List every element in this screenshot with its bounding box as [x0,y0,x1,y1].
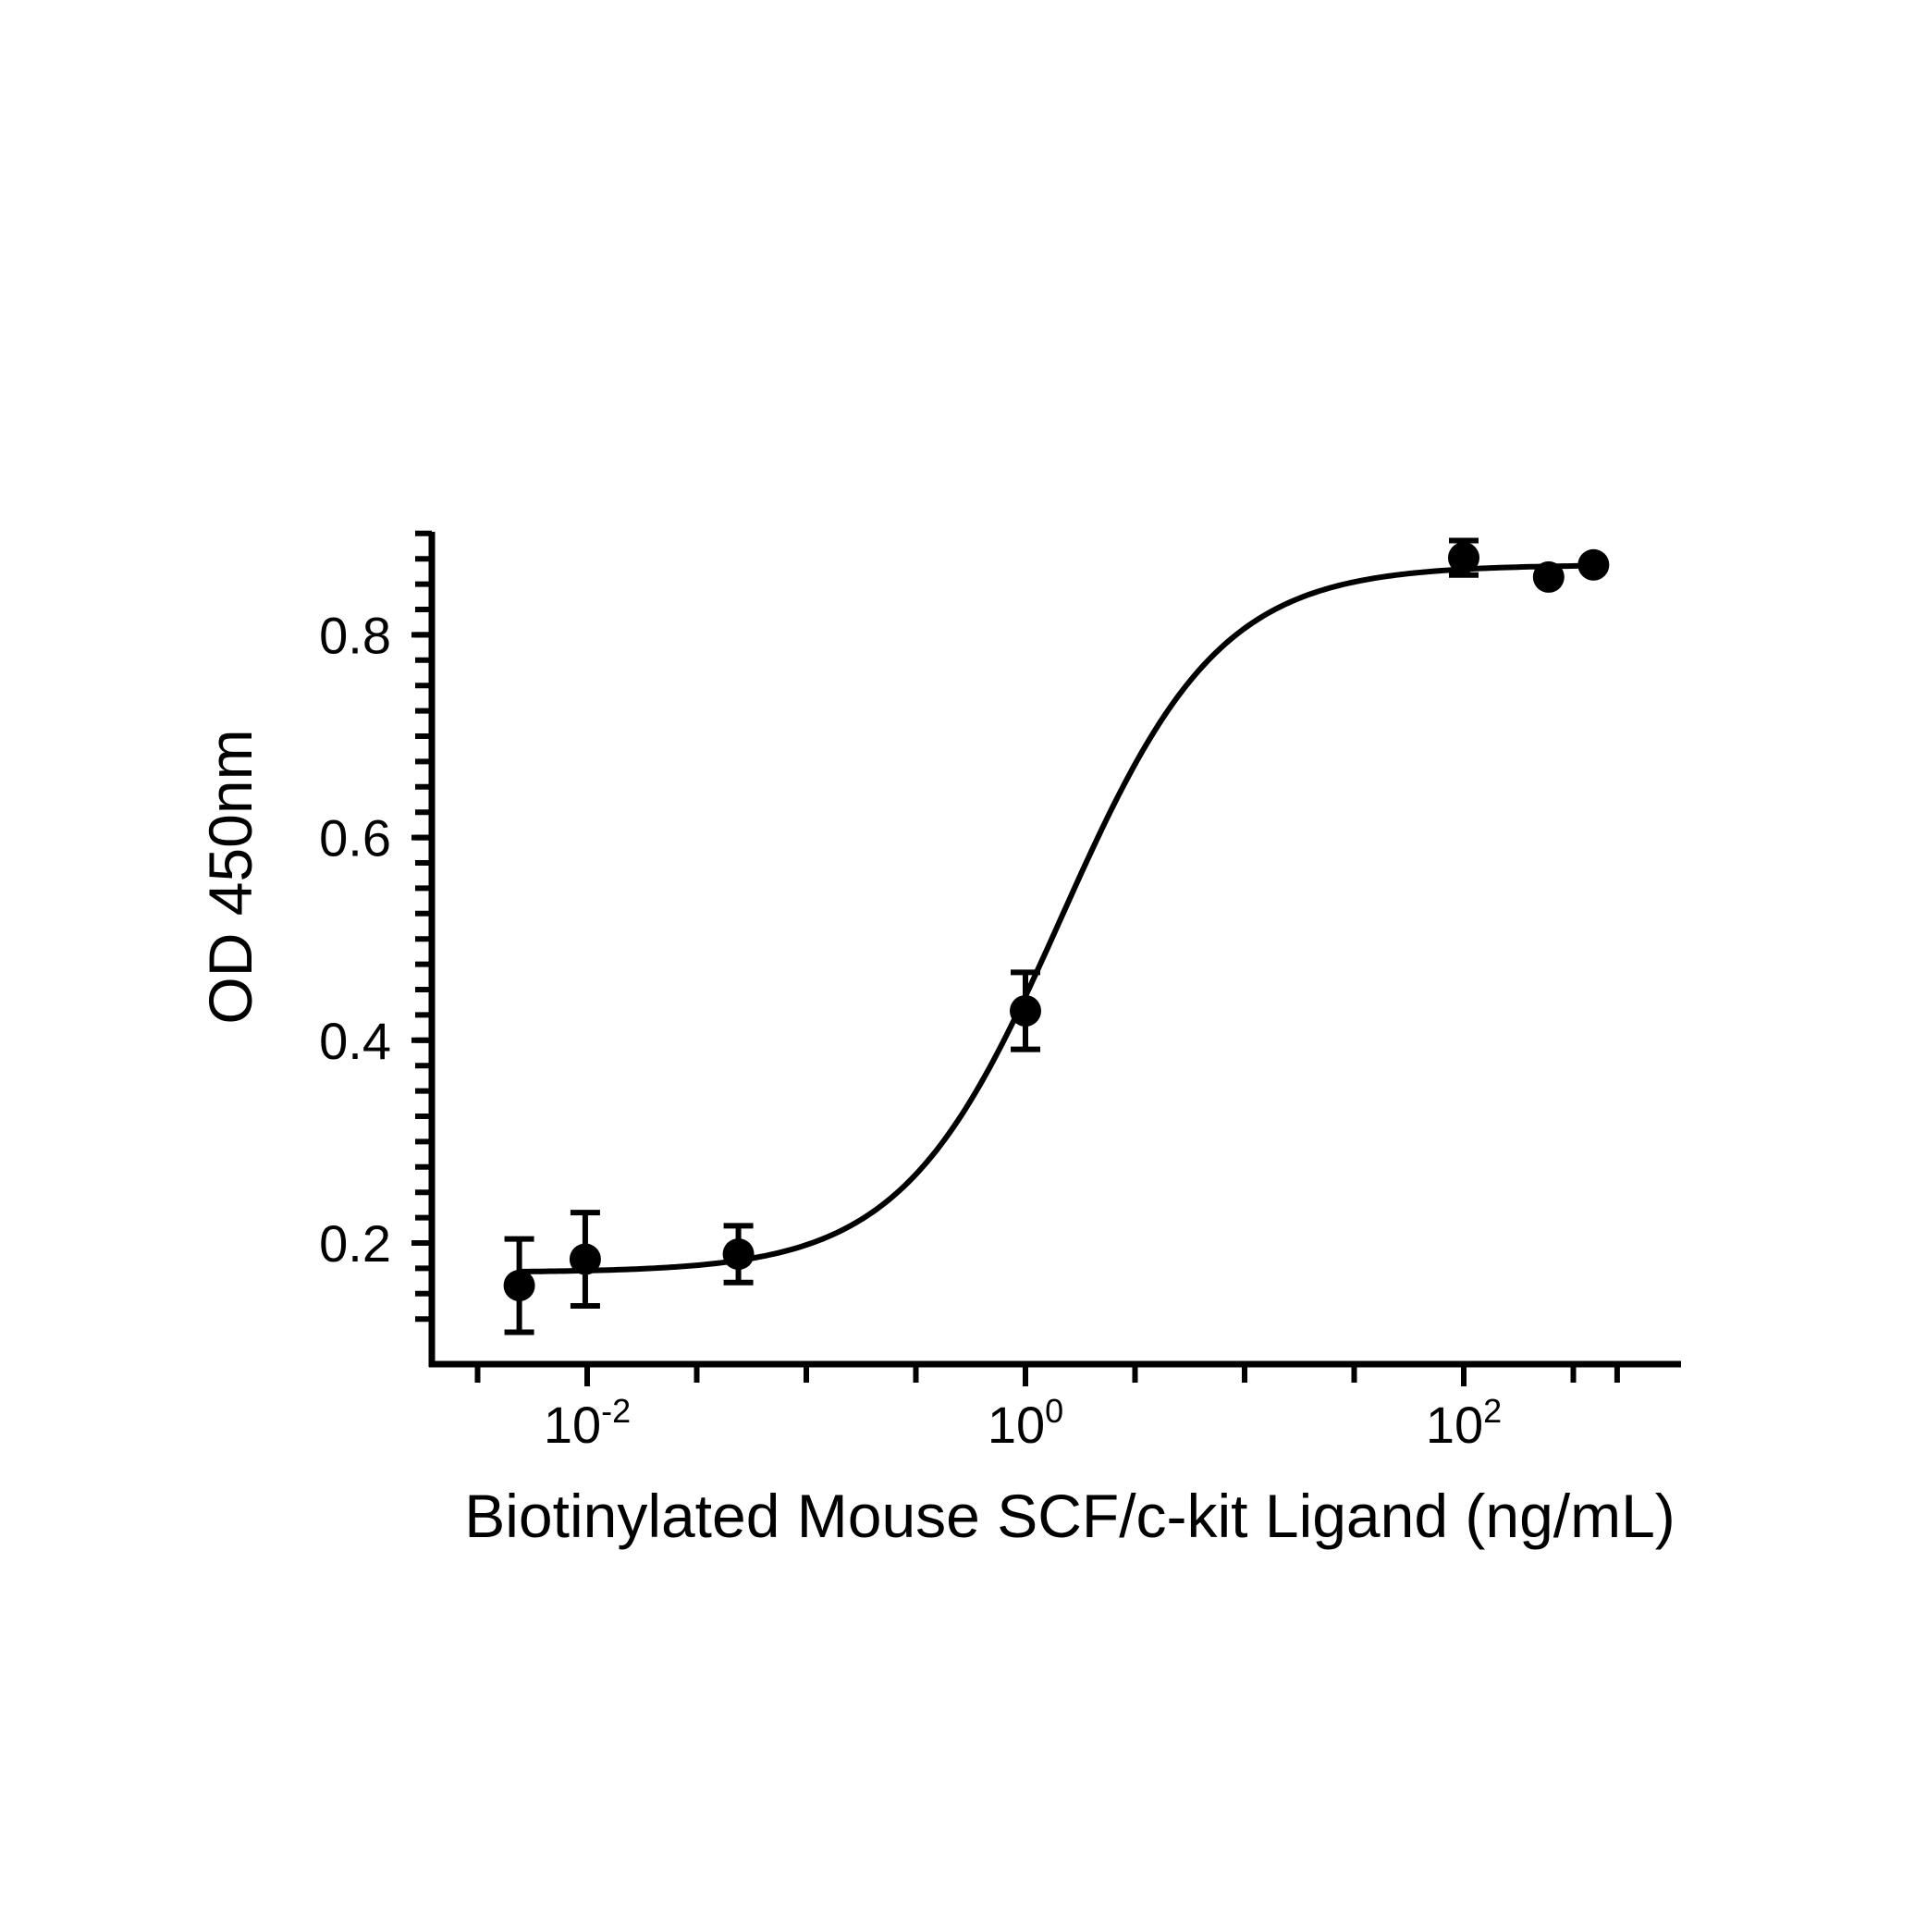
fit-curve [519,562,1594,1274]
y-tick-label: 0.2 [319,1214,391,1273]
data-points-layer [503,537,1610,1335]
data-point [1577,548,1610,581]
y-tick-label: 0.6 [319,809,391,868]
x-axis-title: Biotinylated Mouse SCF/c-kit Ligand (ng/… [464,1482,1675,1550]
y-axis-title: OD 450nm [196,729,264,1024]
fit-curve-layer [519,562,1594,1274]
data-point [722,1238,755,1271]
x-tick-label: 10-2 [544,1392,631,1454]
axis-labels-layer: OD 450nm Biotinylated Mouse SCF/c-kit Li… [196,729,1675,1550]
x-tick-exponent: 2 [1483,1392,1502,1430]
data-point [1532,560,1565,593]
x-tick-exponent: -2 [601,1392,631,1430]
data-point [503,1270,535,1302]
x-tick-base: 10 [988,1396,1045,1454]
y-tick-label: 0.8 [319,606,391,664]
data-point [1010,995,1041,1028]
y-tick-label: 0.4 [319,1012,391,1070]
x-tick-label: 100 [988,1392,1063,1454]
x-tick-base: 10 [1426,1396,1483,1454]
axes: 0.20.40.60.810-2 100 102 [319,530,1681,1454]
x-tick-exponent: 0 [1045,1392,1063,1430]
data-point [1448,542,1479,574]
x-tick-base: 10 [544,1396,601,1454]
data-point [569,1243,601,1275]
x-tick-label: 102 [1426,1392,1502,1454]
